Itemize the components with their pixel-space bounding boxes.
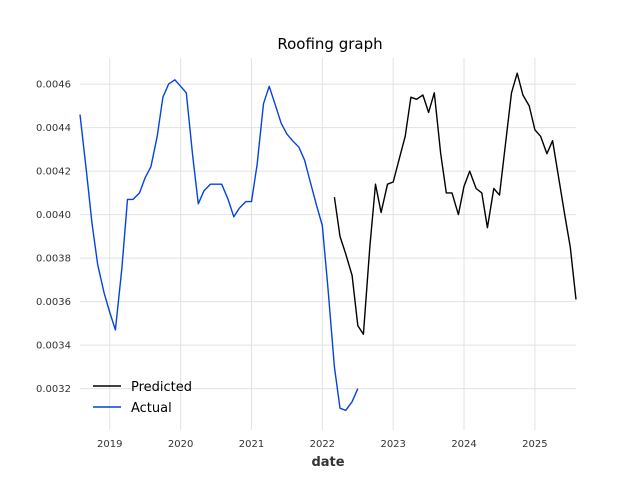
- x-tick-label: 2023: [380, 439, 405, 450]
- y-tick-label: 0.0032: [36, 384, 71, 395]
- x-axis-label: date: [311, 455, 344, 470]
- chart-title: Roofing graph: [277, 35, 382, 53]
- y-tick-label: 0.0038: [36, 254, 71, 265]
- grid-lines: [80, 58, 576, 430]
- y-tick-label: 0.0040: [36, 210, 71, 221]
- x-tick-label: 2020: [168, 439, 193, 450]
- y-tick-label: 0.0046: [36, 80, 71, 91]
- y-tick-label: 0.0034: [36, 341, 71, 352]
- x-tick-label: 2022: [310, 439, 335, 450]
- x-tick-label: 2019: [97, 439, 122, 450]
- legend-actual-label: Actual: [131, 401, 172, 416]
- x-tick-label: 2021: [239, 439, 264, 450]
- y-tick-label: 0.0044: [36, 123, 71, 134]
- series-lines: [79, 72, 577, 412]
- x-tick-label: 2025: [522, 439, 547, 450]
- x-tick-labels: 2019 2020 2021 2022 2023 2024 2025: [97, 439, 548, 450]
- y-tick-label: 0.0036: [36, 297, 71, 308]
- series-line-actual: [79, 79, 359, 412]
- series-line-predicted: [333, 72, 577, 335]
- legend-predicted-label: Predicted: [131, 380, 192, 395]
- y-tick-label: 0.0042: [36, 167, 71, 178]
- x-tick-label: 2024: [451, 439, 476, 450]
- legend: Predicted Actual: [93, 380, 192, 416]
- y-tick-labels: 0.0032 0.0034 0.0036 0.0038 0.0040 0.0042 0.00…: [36, 80, 71, 396]
